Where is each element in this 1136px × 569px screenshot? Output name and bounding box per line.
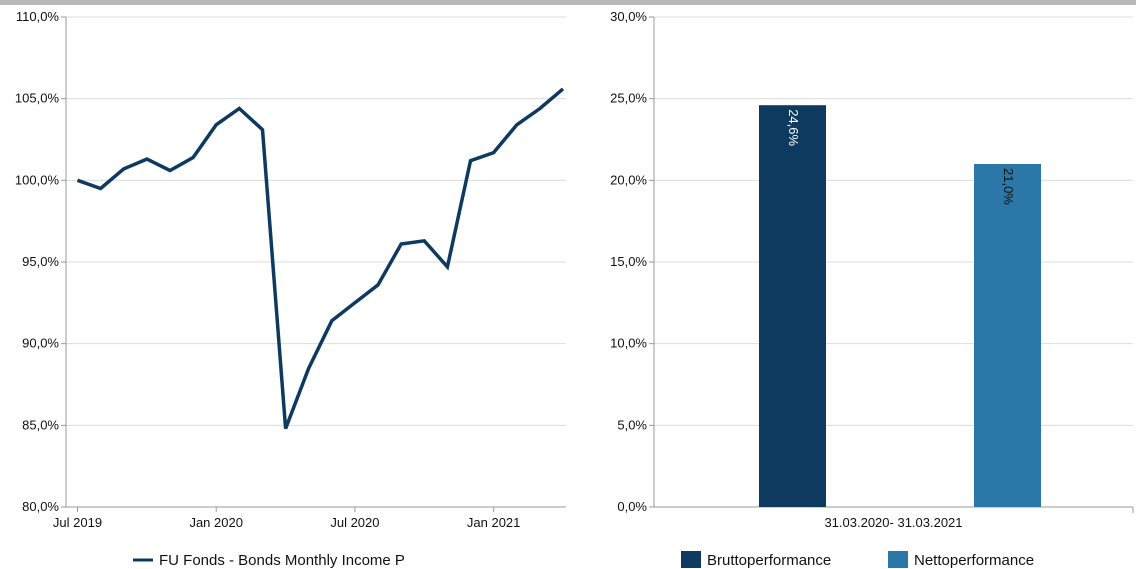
y-tick-label: 0,0%	[617, 499, 647, 514]
y-tick-label: 25,0%	[610, 91, 647, 106]
bar	[759, 105, 826, 507]
bar-data-label: 21,0%	[1001, 168, 1016, 205]
line-chart: 80,0% 85,0% 90,0% 95,0% 100,0% 105,0% 110,0% Ju…	[15, 9, 566, 569]
y-tick-label: 20,0%	[610, 172, 647, 187]
y-tick-label: 100,0%	[15, 172, 60, 187]
x-tick-label: Jan 2020	[189, 515, 243, 530]
x-tick-label: 31.03.2020- 31.03.2021	[824, 515, 962, 530]
y-tick-label: 5,0%	[617, 417, 647, 432]
y-tick-label: 85,0%	[22, 417, 59, 432]
y-tick-label: 15,0%	[610, 254, 647, 269]
legend-swatch	[681, 551, 701, 568]
y-tick-label: 90,0%	[22, 336, 59, 351]
y-tick-label: 10,0%	[610, 336, 647, 351]
top-border	[0, 0, 1136, 5]
bar-chart: 0,0% 5,0% 10,0% 15,0% 20,0% 25,0% 30,0% 31.03.2…	[610, 9, 1134, 569]
legend-label: FU Fonds - Bonds Monthly Income P	[159, 552, 405, 569]
series-line	[76, 87, 565, 430]
bar-data-label: 24,6%	[786, 109, 801, 146]
y-tick-label: 80,0%	[22, 499, 59, 514]
y-tick-label: 105,0%	[15, 91, 60, 106]
y-tick-label: 30,0%	[610, 9, 647, 24]
legend-swatch	[888, 551, 908, 568]
x-tick-label: Jul 2020	[330, 515, 379, 530]
bar	[974, 164, 1041, 507]
legend-label: Bruttoperformance	[707, 552, 831, 569]
legend-label: Nettoperformance	[914, 552, 1034, 569]
x-tick-label: Jul 2019	[53, 515, 102, 530]
y-tick-label: 110,0%	[16, 9, 60, 24]
x-tick-label: Jan 2021	[467, 515, 521, 530]
y-tick-label: 95,0%	[22, 254, 59, 269]
